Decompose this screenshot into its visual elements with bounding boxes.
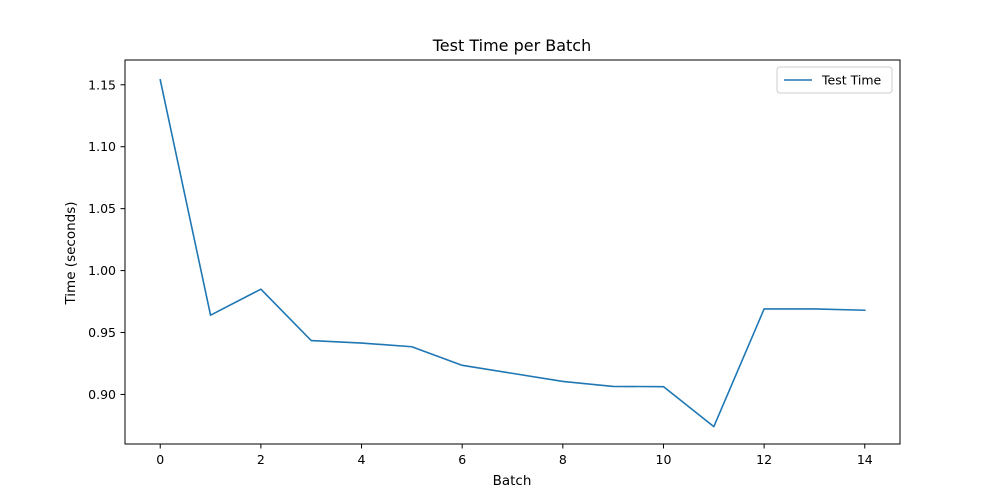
x-tick-label: 0 xyxy=(156,452,164,467)
data-point xyxy=(461,365,463,367)
x-axis-ticks: 0 2 4 6 8 10 12 14 xyxy=(156,444,873,467)
y-axis-label: Time (seconds) xyxy=(63,201,79,305)
data-point xyxy=(210,314,212,316)
y-tick-label: 1.00 xyxy=(88,263,116,278)
x-tick-label: 14 xyxy=(857,452,873,467)
x-tick-label: 6 xyxy=(458,452,466,467)
y-tick-label: 0.95 xyxy=(88,325,116,340)
y-axis-ticks: 0.90 0.95 1.00 1.05 1.10 1.15 xyxy=(88,77,125,402)
y-tick-label: 0.90 xyxy=(88,387,116,402)
x-tick-label: 10 xyxy=(656,452,672,467)
data-point xyxy=(361,342,363,344)
y-tick-label: 1.15 xyxy=(88,77,116,92)
plot-frame xyxy=(124,59,901,445)
data-point xyxy=(814,308,816,310)
x-tick-label: 12 xyxy=(756,452,772,467)
series-layer xyxy=(159,78,866,428)
x-tick-label: 4 xyxy=(358,452,366,467)
x-tick-label: 2 xyxy=(257,452,265,467)
legend: Test Time xyxy=(776,66,893,94)
legend-label: Test Time xyxy=(821,73,881,88)
data-point xyxy=(663,386,665,388)
data-point xyxy=(310,340,312,342)
y-tick-label: 1.10 xyxy=(88,139,116,154)
x-axis-label: Batch xyxy=(493,473,532,489)
x-tick-label: 8 xyxy=(559,452,567,467)
data-point xyxy=(562,381,564,383)
chart-title: Test Time per Batch xyxy=(432,36,592,55)
data-point xyxy=(713,426,715,428)
legend-box xyxy=(776,66,893,94)
data-point xyxy=(159,79,161,81)
data-point xyxy=(512,373,514,375)
y-tick-label: 1.05 xyxy=(88,201,116,216)
data-point xyxy=(612,386,614,388)
data-point xyxy=(763,308,765,310)
data-point xyxy=(411,346,413,348)
data-point xyxy=(260,288,262,290)
series-line-0 xyxy=(159,78,866,428)
data-point xyxy=(864,309,866,311)
